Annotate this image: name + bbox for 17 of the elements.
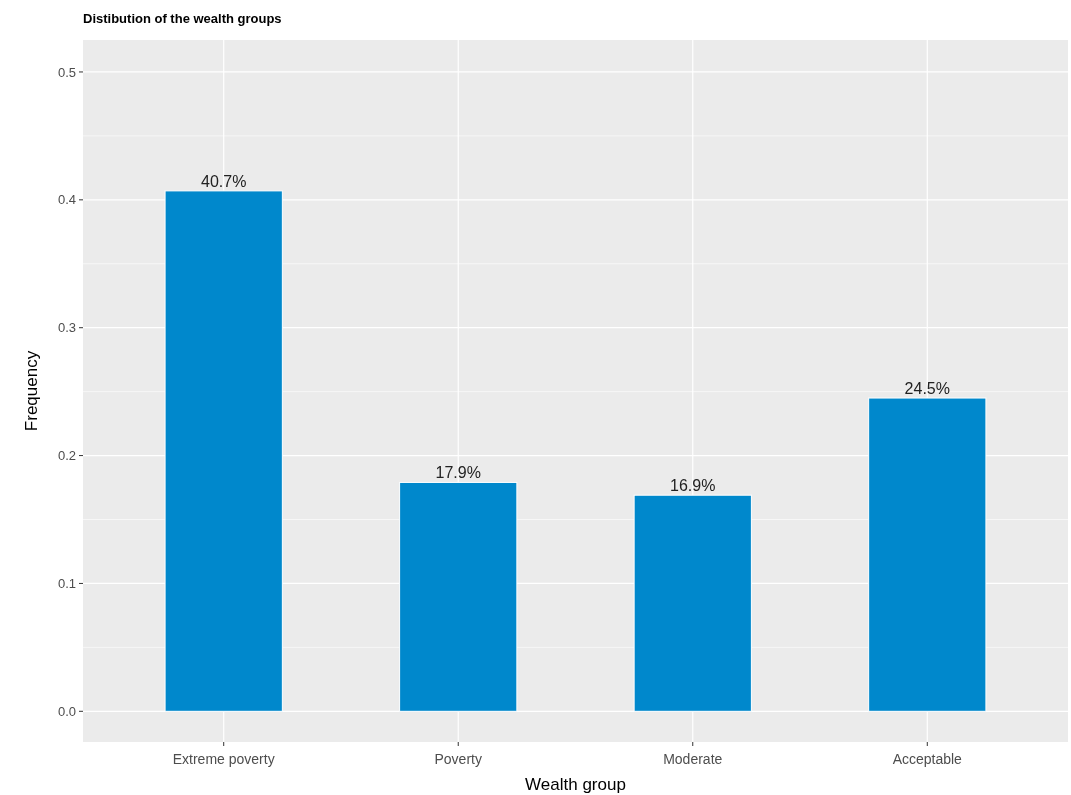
chart-title: Distibution of the wealth groups [83, 11, 282, 26]
y-tick-label: 0.5 [57, 64, 76, 80]
x-tick-label: Extreme poverty [172, 751, 275, 767]
y-tick-label: 0.4 [57, 192, 76, 208]
data-label: 40.7% [201, 172, 247, 190]
y-axis-title: Frequency [22, 350, 41, 432]
data-label: 24.5% [904, 380, 950, 398]
y-tick-label: 0.2 [57, 448, 76, 464]
data-label: 16.9% [670, 477, 716, 495]
y-tick-label: 0.1 [57, 575, 76, 591]
x-tick-label: Poverty [434, 751, 482, 767]
y-tick-label: 0.0 [57, 703, 76, 719]
x-axis-title: Wealth group [525, 775, 626, 794]
data-label: 17.9% [435, 464, 481, 482]
x-tick-label: Acceptable [892, 751, 963, 767]
x-tick-label: Moderate [663, 751, 723, 767]
y-tick-label: 0.3 [57, 320, 76, 336]
